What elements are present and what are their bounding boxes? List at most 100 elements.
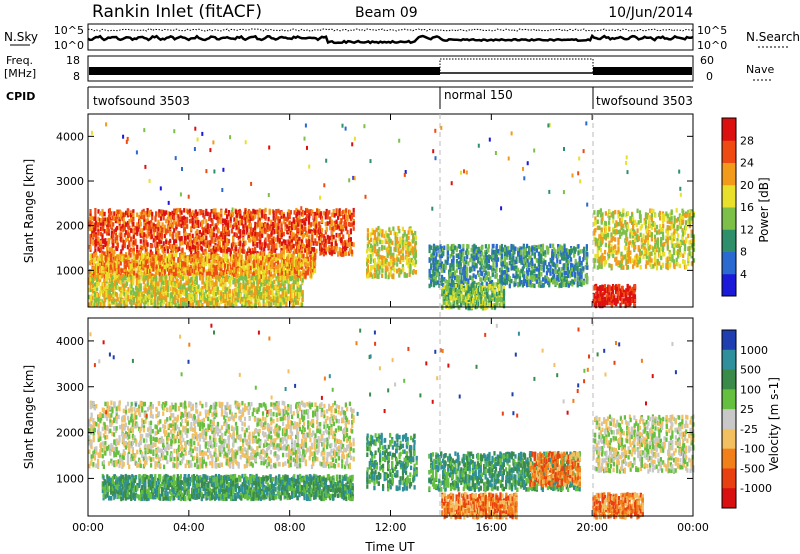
data-cell: [244, 223, 247, 228]
data-cell: [93, 232, 96, 237]
data-cell: [108, 247, 111, 252]
data-cell: [299, 219, 302, 224]
data-cell: [209, 215, 212, 220]
data-cell: [249, 229, 252, 235]
data-cell: [222, 234, 225, 239]
data-cell: [194, 245, 197, 251]
data-cell: [227, 241, 230, 246]
data-cell: [179, 208, 182, 213]
data-cell: [141, 214, 144, 220]
data-cell: [151, 234, 154, 239]
data-cell: [299, 227, 302, 232]
data-cell: [270, 240, 273, 246]
data-cell: [106, 218, 109, 223]
data-cell: [186, 210, 190, 215]
data-cell: [186, 270, 189, 275]
data-cell: [282, 231, 285, 237]
data-cell: [314, 252, 317, 258]
nsky-panel: [87, 23, 694, 51]
data-cell: [123, 240, 126, 245]
station-title: Rankin Inlet (fitACF): [92, 2, 262, 22]
data-cell: [142, 239, 145, 244]
data-cell: [366, 258, 369, 263]
data-cell: [250, 292, 253, 298]
data-cell: [136, 229, 139, 235]
data-cell: [213, 249, 216, 254]
data-cell: [349, 228, 352, 233]
data-cell: [108, 251, 111, 256]
data-cell: [278, 210, 281, 215]
data-cell: [215, 233, 218, 238]
data-cell: [116, 225, 119, 231]
data-cell: [128, 243, 131, 248]
data-cell: [94, 226, 97, 232]
data-cell: [139, 249, 142, 254]
data-cell: [279, 282, 282, 288]
data-cell: [244, 209, 247, 215]
data-cell: [175, 283, 178, 288]
data-cell: [115, 263, 118, 269]
data-cell: [159, 227, 163, 233]
data-cell: [309, 222, 313, 227]
data-cell: [280, 232, 283, 237]
data-cell: [366, 268, 369, 273]
data-cell: [286, 262, 289, 267]
data-cell: [99, 246, 103, 252]
data-cell: [248, 238, 251, 243]
data-cell: [159, 213, 163, 218]
data-cell: [252, 227, 255, 233]
data-cell: [148, 224, 151, 230]
data-cell: [222, 228, 225, 234]
data-cell: [155, 275, 158, 281]
data-cell: [295, 220, 298, 226]
data-cell: [252, 242, 255, 247]
data-cell: [156, 235, 159, 240]
data-cell: [165, 244, 168, 249]
data-cell: [274, 217, 277, 223]
data-cell: [243, 229, 246, 235]
data-cell: [179, 289, 182, 294]
data-cell: [185, 293, 188, 298]
data-cell: [132, 216, 135, 222]
data-cell: [194, 219, 197, 224]
data-cell: [206, 285, 209, 290]
data-cell: [270, 276, 273, 282]
data-cell: [123, 287, 126, 292]
data-cell: [132, 222, 135, 227]
data-cell: [116, 235, 119, 240]
data-cell: [186, 265, 189, 270]
data-cell: [300, 231, 304, 236]
data-cell: [130, 300, 133, 306]
data-cell: [157, 249, 160, 254]
data-cell: [132, 297, 135, 302]
data-cell: [208, 271, 211, 276]
data-cell: [114, 238, 117, 243]
data-cell: [102, 244, 105, 250]
data-cell: [166, 246, 169, 251]
data-cell: [91, 226, 94, 231]
data-cell: [180, 210, 183, 215]
data-cell: [200, 246, 204, 252]
data-cell: [116, 212, 119, 217]
data-cell: [125, 222, 128, 227]
data-cell: [270, 231, 273, 236]
data-cell: [254, 246, 257, 252]
date-title: 10/Jun/2014: [608, 5, 693, 21]
data-cell: [134, 225, 137, 231]
data-cell: [121, 268, 124, 273]
data-cell: [143, 218, 146, 223]
data-cell: [227, 247, 231, 252]
data-cell: [234, 242, 237, 247]
data-cell: [117, 265, 120, 270]
data-cell: [139, 228, 142, 234]
data-cell: [148, 231, 151, 237]
data-cell: [218, 234, 221, 240]
data-cell: [290, 221, 294, 227]
data-cell: [227, 222, 230, 228]
data-cell: [155, 247, 158, 252]
data-cell: [299, 222, 302, 227]
data-cell: [312, 247, 316, 252]
data-cell: [173, 240, 176, 245]
nsky-label: N.Sky: [4, 30, 38, 44]
data-cell: [152, 276, 155, 282]
